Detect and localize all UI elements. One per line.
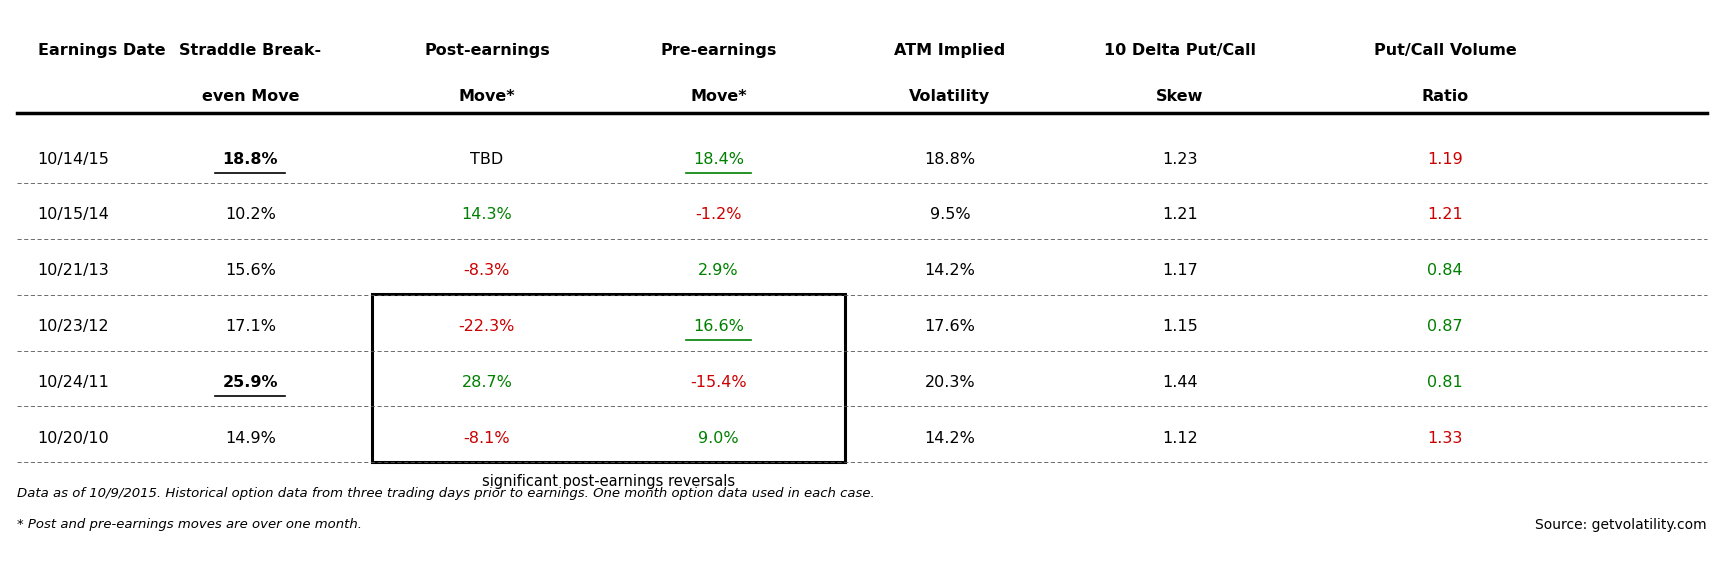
Text: Straddle Break-: Straddle Break- — [179, 43, 320, 58]
Text: 1.21: 1.21 — [1161, 207, 1197, 223]
Text: 0.84: 0.84 — [1427, 264, 1461, 278]
Text: * Post and pre-earnings moves are over one month.: * Post and pre-earnings moves are over o… — [17, 518, 362, 531]
Text: 0.87: 0.87 — [1427, 319, 1461, 335]
Text: Move*: Move* — [689, 89, 746, 105]
Text: 14.2%: 14.2% — [924, 264, 975, 278]
Text: 15.6%: 15.6% — [224, 264, 276, 278]
Text: 1.17: 1.17 — [1161, 264, 1197, 278]
Text: 28.7%: 28.7% — [462, 375, 512, 390]
Text: 17.1%: 17.1% — [224, 319, 276, 335]
Text: significant post-earnings reversals: significant post-earnings reversals — [482, 474, 734, 489]
Text: TBD: TBD — [470, 152, 503, 166]
Text: Put/Call Volume: Put/Call Volume — [1373, 43, 1516, 58]
Text: 1.12: 1.12 — [1161, 431, 1197, 446]
Text: 10/20/10: 10/20/10 — [38, 431, 109, 446]
Text: 1.44: 1.44 — [1161, 375, 1197, 390]
Text: 1.19: 1.19 — [1427, 152, 1461, 166]
Text: 9.0%: 9.0% — [698, 431, 737, 446]
Text: 25.9%: 25.9% — [222, 375, 277, 390]
Text: 18.8%: 18.8% — [924, 152, 975, 166]
Text: 2.9%: 2.9% — [698, 264, 737, 278]
Text: 0.81: 0.81 — [1427, 375, 1461, 390]
Text: Skew: Skew — [1156, 89, 1203, 105]
Text: Volatility: Volatility — [908, 89, 989, 105]
Text: 10/15/14: 10/15/14 — [38, 207, 109, 223]
Text: Data as of 10/9/2015. Historical option data from three trading days prior to ea: Data as of 10/9/2015. Historical option … — [17, 487, 875, 500]
Text: -1.2%: -1.2% — [694, 207, 741, 223]
Text: 10/14/15: 10/14/15 — [38, 152, 109, 166]
Text: -8.3%: -8.3% — [463, 264, 510, 278]
Text: 14.9%: 14.9% — [224, 431, 276, 446]
Text: 10/23/12: 10/23/12 — [38, 319, 109, 335]
Text: Post-earnings: Post-earnings — [424, 43, 550, 58]
Text: even Move: even Move — [202, 89, 300, 105]
Text: Source: getvolatility.com: Source: getvolatility.com — [1533, 518, 1706, 532]
Text: 16.6%: 16.6% — [693, 319, 743, 335]
Text: Pre-earnings: Pre-earnings — [660, 43, 775, 58]
Text: 1.23: 1.23 — [1161, 152, 1197, 166]
Text: Ratio: Ratio — [1420, 89, 1468, 105]
Text: 18.4%: 18.4% — [693, 152, 743, 166]
Text: -22.3%: -22.3% — [458, 319, 515, 335]
Text: 1.33: 1.33 — [1427, 431, 1461, 446]
Text: -15.4%: -15.4% — [689, 375, 746, 390]
Text: -8.1%: -8.1% — [463, 431, 510, 446]
Text: 10/24/11: 10/24/11 — [38, 375, 109, 390]
Text: ATM Implied: ATM Implied — [894, 43, 1005, 58]
Text: 9.5%: 9.5% — [929, 207, 970, 223]
Text: 1.15: 1.15 — [1161, 319, 1197, 335]
Text: Move*: Move* — [458, 89, 515, 105]
Text: 10.2%: 10.2% — [224, 207, 276, 223]
Text: 10/21/13: 10/21/13 — [38, 264, 109, 278]
Text: 18.8%: 18.8% — [222, 152, 277, 166]
Text: 14.3%: 14.3% — [462, 207, 512, 223]
Text: 1.21: 1.21 — [1427, 207, 1461, 223]
Text: 10 Delta Put/Call: 10 Delta Put/Call — [1103, 43, 1254, 58]
Text: 17.6%: 17.6% — [924, 319, 975, 335]
Text: 20.3%: 20.3% — [924, 375, 975, 390]
Text: 14.2%: 14.2% — [924, 431, 975, 446]
Text: Earnings Date: Earnings Date — [38, 43, 165, 58]
Bar — [372, 294, 844, 462]
